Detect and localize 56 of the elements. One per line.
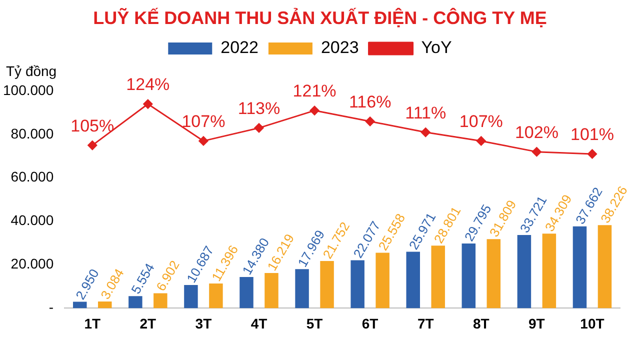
bar	[128, 296, 142, 308]
data-label: 113%	[238, 99, 280, 118]
bar	[98, 302, 112, 308]
bar	[462, 243, 476, 308]
data-label: 116%	[348, 92, 392, 112]
point	[143, 99, 153, 109]
x-tick-label: 5T	[306, 315, 324, 332]
data-label: 107%	[182, 112, 226, 132]
data-label: 107%	[459, 112, 503, 132]
x-tick-label: 3T	[195, 315, 212, 332]
bar	[598, 225, 612, 308]
y-tick-label: 100.000	[2, 82, 54, 98]
x-tick-label: 2T	[140, 315, 157, 332]
data-label: 111%	[405, 103, 446, 122]
point	[365, 116, 375, 126]
legend-label: 2023	[320, 38, 359, 58]
bar	[517, 234, 532, 308]
data-label: 121%	[292, 82, 336, 101]
bar	[350, 260, 364, 308]
bar	[572, 226, 587, 308]
data-label: 102%	[514, 123, 558, 142]
bar	[209, 283, 223, 308]
y-tick-label: 20.000	[10, 256, 54, 272]
point	[532, 147, 542, 157]
bar	[240, 276, 254, 308]
point	[88, 140, 98, 150]
x-tick-label: 4T	[250, 315, 268, 332]
x-tick-label: 6T	[362, 315, 379, 332]
chart-title: LUỸ KẾ DOANH THU SẢN XUẤT ĐIỆN - CÔNG TY MẸ	[92, 6, 548, 30]
x-tick-label: 8T	[472, 315, 490, 332]
bar	[295, 269, 309, 308]
y-tick-label: -	[48, 299, 54, 316]
bar	[154, 293, 168, 308]
point	[476, 136, 486, 146]
y-tick-label: 60.000	[10, 168, 54, 185]
legend-label: 2022	[220, 38, 258, 58]
bar	[184, 284, 198, 308]
point	[310, 106, 320, 116]
point	[587, 149, 597, 159]
point	[254, 123, 264, 133]
y-tick-label: 80.000	[10, 125, 54, 142]
x-tick-label: 7T	[417, 315, 434, 332]
y-tick-label: 40.000	[10, 212, 54, 228]
data-label: 105%	[70, 116, 114, 136]
bar	[542, 234, 556, 308]
x-tick-label: 1T	[84, 315, 101, 332]
y-axis-title: Tỷ đồng	[6, 63, 57, 79]
point	[420, 128, 430, 138]
bar	[406, 252, 420, 308]
x-tick-label: 9T	[528, 315, 546, 332]
data-label: 124%	[126, 75, 170, 94]
legend-label: YoY	[421, 38, 452, 58]
point	[198, 136, 208, 146]
data-label: 101%	[570, 125, 614, 144]
bar	[73, 302, 87, 308]
x-tick-label: 10T	[580, 315, 605, 332]
